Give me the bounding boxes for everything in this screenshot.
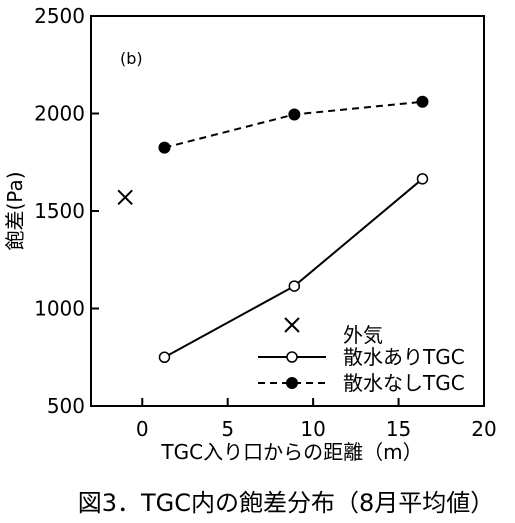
- series-group: [117, 95, 429, 363]
- y-tick-label: 1500: [34, 199, 85, 223]
- data-point: [416, 95, 429, 108]
- y-tick-label: 2000: [34, 102, 85, 126]
- tick-group: [91, 15, 485, 407]
- legend-label: 外気: [343, 323, 383, 347]
- legend-marker: [286, 377, 298, 389]
- y-axis-label: 飽差(Pa): [3, 171, 27, 250]
- data-point: [158, 141, 171, 154]
- tick-label-group: 0 5 10 15 20 500 1000 1500 2000 2500: [34, 4, 497, 441]
- y-tick-label: 1000: [34, 297, 85, 321]
- x-axis-label: TGC入り口からの距離（m）: [160, 440, 422, 464]
- legend-entry: 散水なしTGC: [258, 371, 465, 395]
- data-point: [158, 351, 171, 363]
- data-point: [117, 189, 133, 206]
- y-tick-label: 500: [47, 394, 85, 418]
- series-line: [163, 178, 424, 359]
- legend-entry: 散水ありTGC: [258, 345, 465, 369]
- x-tick-label: 5: [221, 417, 234, 441]
- cross-stroke: [284, 317, 300, 333]
- cross-stroke: [117, 189, 133, 206]
- data-point: [288, 108, 301, 121]
- data-point: [288, 280, 301, 292]
- legend-marker: [284, 317, 300, 333]
- legend-marker: [286, 351, 298, 363]
- x-tick-label: 10: [300, 417, 325, 441]
- x-tick-label: 15: [386, 417, 411, 441]
- legend-label: 散水ありTGC: [343, 345, 465, 369]
- y-tick-label: 2500: [34, 4, 85, 28]
- panel-label: (b): [120, 49, 143, 68]
- figure-caption: 図3．TGC内の飽差分布（8月平均値）: [78, 489, 495, 517]
- legend-label: 散水なしTGC: [343, 371, 465, 395]
- data-point: [416, 173, 429, 185]
- x-tick-label: 20: [471, 417, 496, 441]
- x-tick-label: 0: [136, 417, 149, 441]
- legend-entry: 外気: [284, 317, 383, 347]
